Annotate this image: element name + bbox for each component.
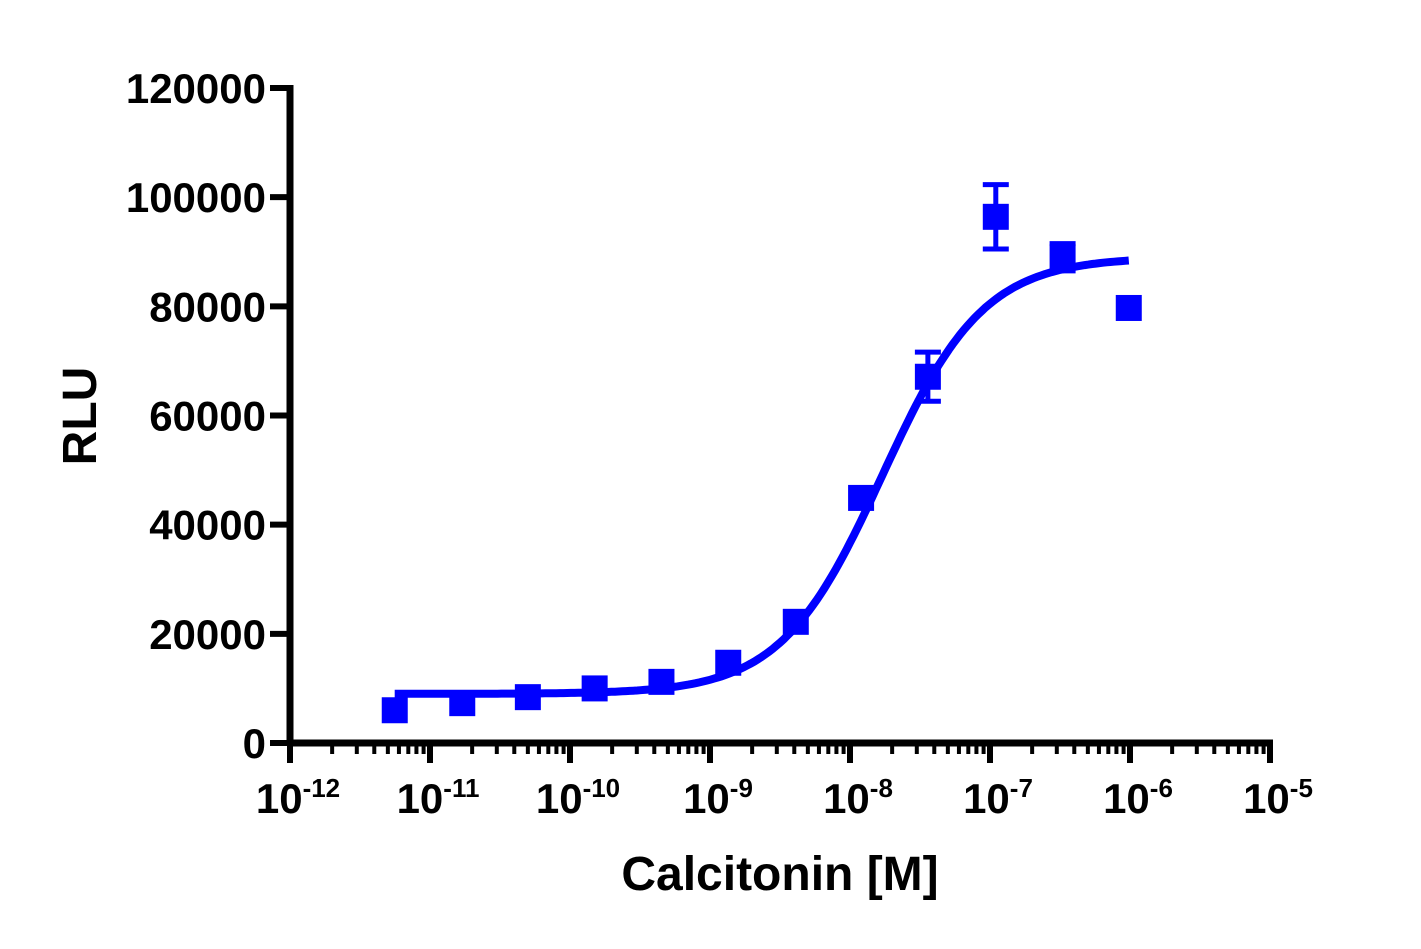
data-point-square — [715, 649, 742, 676]
x-axis-title: Calcitonin [M] — [621, 848, 938, 901]
x-axis-ticks: 10-12 10-11 10-10 10-9 10-8 10-7 10-6 10-5 — [256, 743, 1313, 822]
x-tick-label: 10-5 — [1243, 773, 1313, 822]
y-tick-label: 60000 — [149, 393, 266, 440]
y-tick-label: 80000 — [149, 283, 266, 330]
x-tick-label: 10-9 — [683, 773, 753, 822]
data-point-square — [449, 690, 476, 717]
data-point-square — [514, 684, 541, 711]
fit-curve — [394, 256, 1130, 698]
data-points — [381, 182, 1142, 724]
data-point-square — [782, 608, 809, 635]
data-point-square — [381, 697, 408, 724]
y-axis-ticks: 0 20000 40000 60000 80000 100000 120000 — [126, 65, 290, 767]
data-point-square — [848, 484, 875, 511]
y-tick-label: 0 — [243, 720, 266, 767]
x-tick-label: 10-8 — [823, 773, 893, 822]
x-tick-label: 10-11 — [397, 773, 480, 822]
x-tick-label: 10-10 — [536, 773, 620, 822]
x-tick-label: 10-12 — [256, 773, 340, 822]
y-tick-label: 100000 — [126, 174, 266, 221]
data-point-square — [914, 363, 941, 390]
data-point-square — [1049, 244, 1076, 271]
data-point-square — [648, 668, 675, 695]
y-axis-title: RLU — [54, 367, 107, 466]
y-tick-label: 120000 — [126, 65, 266, 112]
data-point-square — [581, 675, 608, 702]
x-tick-label: 10-7 — [963, 773, 1033, 822]
y-tick-label: 20000 — [149, 611, 266, 658]
x-tick-label: 10-6 — [1103, 773, 1173, 822]
data-point-square — [1115, 294, 1142, 321]
data-point-square — [982, 203, 1009, 230]
y-tick-label: 40000 — [149, 502, 266, 549]
